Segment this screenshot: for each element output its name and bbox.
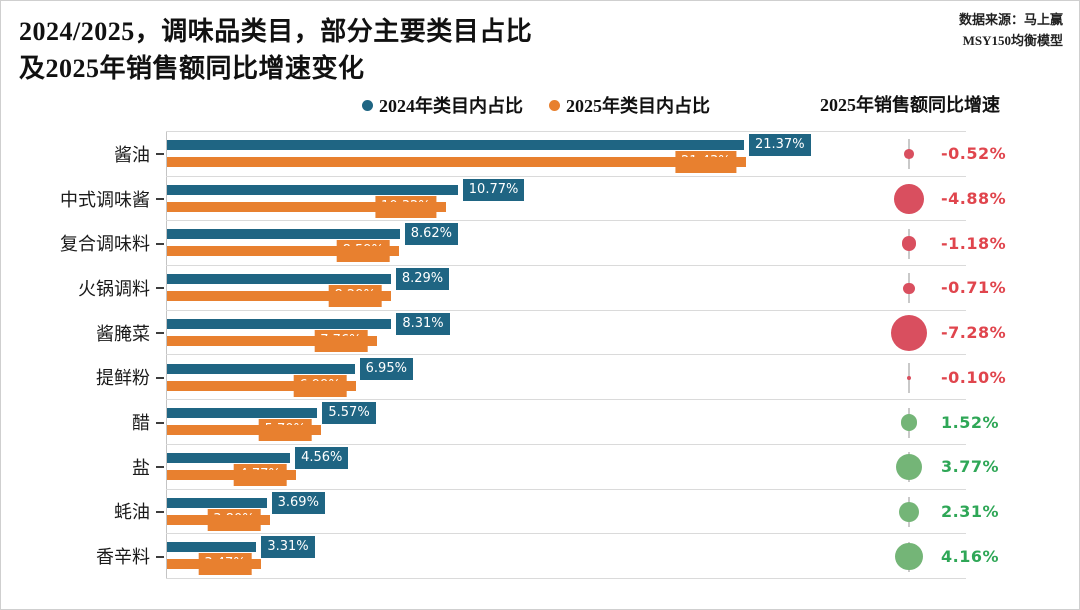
- bar-2024: [167, 274, 391, 285]
- bar-2024: [167, 229, 400, 240]
- bar-value-2024: 3.31%: [261, 536, 315, 559]
- bar-2024: [167, 184, 458, 195]
- legend-item-2025: 2025年类目内占比: [549, 92, 710, 118]
- source-line-2: MSY150均衡模型: [962, 33, 1063, 48]
- growth-bubble: [895, 454, 923, 481]
- category-label: 复合调味料: [60, 234, 150, 255]
- bar-value-2024: 21.37%: [748, 134, 811, 156]
- title-line-2: 及2025年销售额同比增速变化: [19, 54, 365, 83]
- bar-2025: [167, 246, 399, 257]
- category-label: 酱腌菜: [96, 323, 150, 344]
- page-title: 2024/2025，调味品类目，部分主要类目占比 及2025年销售额同比增速变化: [19, 13, 532, 87]
- bar-2025: [167, 425, 321, 436]
- growth-value: -1.18%: [941, 233, 1007, 253]
- category-label: 蚝油: [114, 502, 150, 523]
- category-label: 盐: [132, 457, 150, 478]
- bar-2024: [167, 452, 291, 463]
- bar-2024: [167, 318, 392, 329]
- axis-tick: [156, 198, 164, 201]
- legend-label-2024: 2024年类目内占比: [379, 96, 523, 116]
- growth-bubble: [895, 542, 923, 571]
- bar-2025: [167, 514, 270, 525]
- bar-2025: [167, 335, 377, 346]
- bar-2025: [167, 380, 356, 391]
- axis-tick: [156, 242, 164, 245]
- axis-tick: [156, 376, 164, 379]
- growth-bubble: [890, 314, 928, 352]
- growth-value: -7.28%: [941, 323, 1007, 343]
- bar-2025: [167, 201, 446, 212]
- bar-2024: [167, 542, 257, 553]
- axis-tick: [156, 510, 164, 513]
- axis-tick: [156, 332, 164, 335]
- bar-value-2024: 4.56%: [295, 446, 349, 469]
- bar-value-2024: 8.62%: [404, 223, 459, 246]
- growth-bubble: [901, 236, 917, 252]
- bar-2024: [167, 140, 744, 150]
- growth-bubble: [903, 282, 915, 295]
- axis-tick: [156, 153, 164, 156]
- legend-dot-2025-icon: [549, 99, 560, 111]
- growth-value: -0.71%: [941, 278, 1007, 298]
- axis-tick: [156, 466, 164, 469]
- bar-2024: [167, 363, 355, 374]
- legend-dot-2024-icon: [362, 99, 373, 111]
- category-row: 盐4.56%4.77%3.77%: [132, 445, 999, 490]
- axis-tick: [156, 287, 164, 290]
- growth-column-header: 2025年销售额同比增速: [820, 95, 1000, 115]
- bar-value-2024: 3.69%: [271, 491, 325, 514]
- growth-bubble: [906, 375, 912, 380]
- growth-value: 1.52%: [941, 412, 1000, 432]
- legend: 2024年类目内占比 2025年类目内占比: [301, 92, 771, 118]
- bar-value-2024: 5.57%: [322, 402, 376, 425]
- category-row: 醋5.57%5.70%1.52%: [132, 400, 999, 445]
- bar-2025: [167, 291, 391, 302]
- axis-tick: [156, 555, 164, 558]
- bar-value-2024: 8.31%: [396, 312, 450, 335]
- legend-label-2025: 2025年类目内占比: [566, 96, 710, 116]
- growth-value: 3.77%: [941, 457, 1000, 477]
- title-line-1: 2024/2025，调味品类目，部分主要类目占比: [19, 17, 533, 46]
- growth-value: -4.88%: [941, 189, 1007, 209]
- bar-2025: [167, 469, 296, 480]
- growth-bubble: [898, 501, 920, 523]
- axis-tick: [156, 421, 164, 424]
- growth-bubble: [900, 414, 918, 431]
- bar-2024: [167, 408, 318, 419]
- source-line-1: 数据来源：马上赢: [958, 12, 1063, 27]
- growth-value: 4.16%: [941, 546, 1000, 566]
- growth-value: -0.52%: [941, 144, 1007, 164]
- bar-2025: [167, 157, 746, 167]
- category-label: 醋: [132, 413, 150, 434]
- bar-value-2024: 8.29%: [395, 268, 450, 291]
- category-label: 火锅调料: [78, 278, 150, 299]
- category-row: 蚝油3.69%3.80%2.31%: [114, 490, 999, 535]
- bar-value-2024: 6.95%: [359, 357, 413, 380]
- bar-value-2024: 10.77%: [462, 178, 525, 201]
- category-label: 香辛料: [96, 547, 150, 568]
- growth-value: 2.31%: [941, 501, 1000, 521]
- category-label: 酱油: [114, 144, 150, 165]
- data-source: 数据来源：马上赢 MSY150均衡模型: [959, 9, 1063, 51]
- legend-item-2024: 2024年类目内占比: [362, 92, 523, 118]
- category-label: 中式调味酱: [60, 189, 150, 210]
- growth-value: -0.10%: [941, 367, 1007, 387]
- growth-bubble: [904, 149, 914, 160]
- bar-2024: [167, 497, 267, 508]
- bar-2025: [167, 559, 261, 570]
- growth-bubble: [894, 184, 924, 214]
- bar-chart-plot-area: 酱油21.37%21.43%-0.52%中式调味酱10.77%10.32%-4.…: [60, 131, 1006, 579]
- y-axis-line: [166, 132, 167, 579]
- category-label: 提鲜粉: [96, 368, 150, 389]
